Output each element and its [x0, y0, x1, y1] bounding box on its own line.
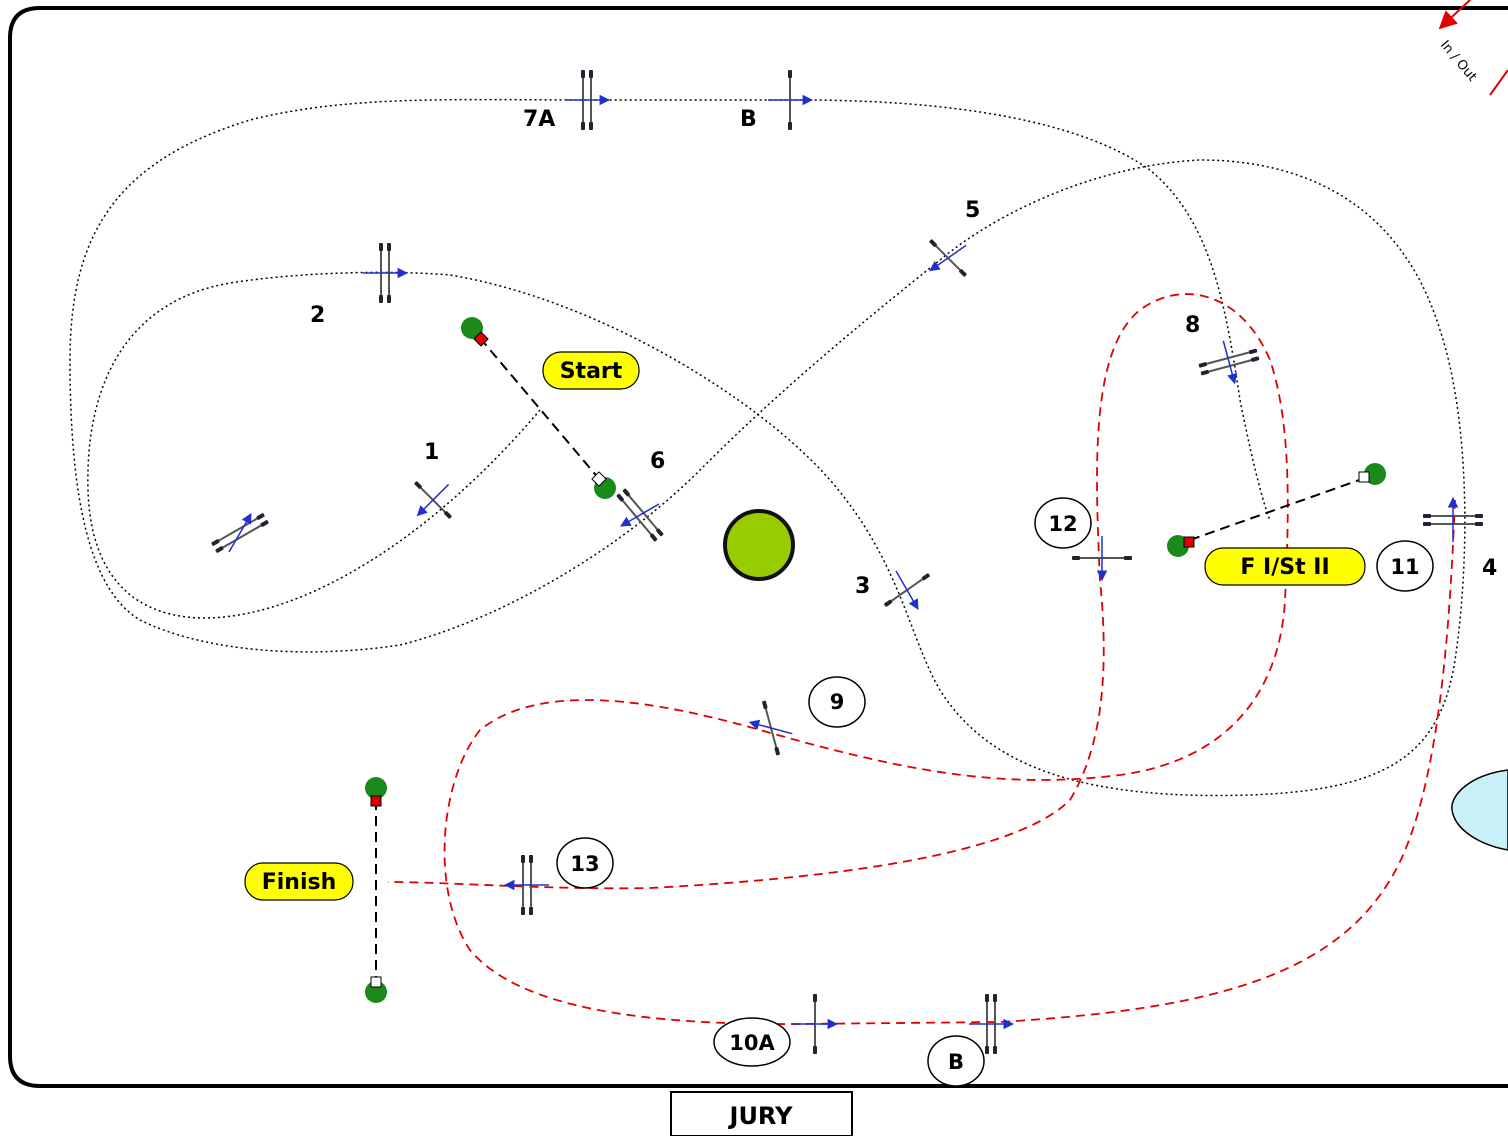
svg-text:B: B — [948, 1050, 964, 1074]
circled-label-9: 9 — [808, 676, 866, 728]
svg-text:JURY: JURY — [728, 1102, 794, 1130]
black-course-line — [69, 98, 1466, 797]
obstacle-label-1: 1 — [424, 440, 439, 465]
obstacle-label-4: 4 — [1482, 556, 1497, 581]
svg-text:11: 11 — [1390, 555, 1419, 579]
pond — [1451, 769, 1508, 851]
obstacle-label-6: 6 — [650, 449, 665, 474]
fence-6-direction-arrow — [620, 503, 660, 527]
svg-text:F I/St II: F I/St II — [1240, 555, 1329, 580]
svg-text:12: 12 — [1048, 512, 1077, 536]
svg-text:9: 9 — [830, 690, 845, 714]
start-line — [461, 317, 616, 499]
circled-label-13: 13 — [556, 837, 614, 889]
svg-text:10A: 10A — [729, 1031, 775, 1055]
fence-left — [211, 513, 269, 553]
class-label: F I/St II — [1204, 547, 1366, 586]
fence-3-direction-arrow — [895, 570, 919, 610]
svg-text:Start: Start — [560, 359, 623, 384]
svg-text:Finish: Finish — [262, 870, 337, 895]
fence-9-direction-arrow — [748, 719, 793, 735]
circled-label-10b: B — [927, 1035, 985, 1087]
finish-line — [365, 777, 387, 1003]
obstacle-label-2: 2 — [310, 303, 325, 328]
fence-left-direction-arrow — [228, 513, 252, 553]
fence-8-direction-arrow — [1222, 340, 1238, 385]
fences — [211, 70, 1483, 1054]
in-out-label: In / Out — [1437, 38, 1480, 85]
jury-box: JURY — [670, 1091, 853, 1136]
circled-label-11: 11 — [1376, 540, 1434, 592]
svg-text:13: 13 — [570, 852, 599, 876]
circled-label-10a: 10A — [713, 1017, 791, 1067]
fence-5-direction-arrow — [929, 244, 967, 272]
red-course-line — [387, 293, 1456, 1025]
finish-label: Finish — [244, 862, 354, 901]
obstacle-label-8: 8 — [1185, 313, 1200, 338]
obstacle-label-5: 5 — [965, 198, 980, 223]
circled-label-12: 12 — [1034, 497, 1092, 549]
obstacle-label-3: 3 — [855, 574, 870, 599]
arena-border — [8, 6, 1508, 1088]
class-line — [1167, 463, 1386, 557]
in-out-entrance: In / Out — [1437, 0, 1508, 96]
center-feature — [723, 509, 795, 581]
obstacle-label-7b: B — [740, 107, 757, 132]
obstacle-label-7a: 7A — [523, 107, 555, 132]
start-label: Start — [542, 351, 640, 390]
fence-1-direction-arrow — [416, 483, 450, 517]
